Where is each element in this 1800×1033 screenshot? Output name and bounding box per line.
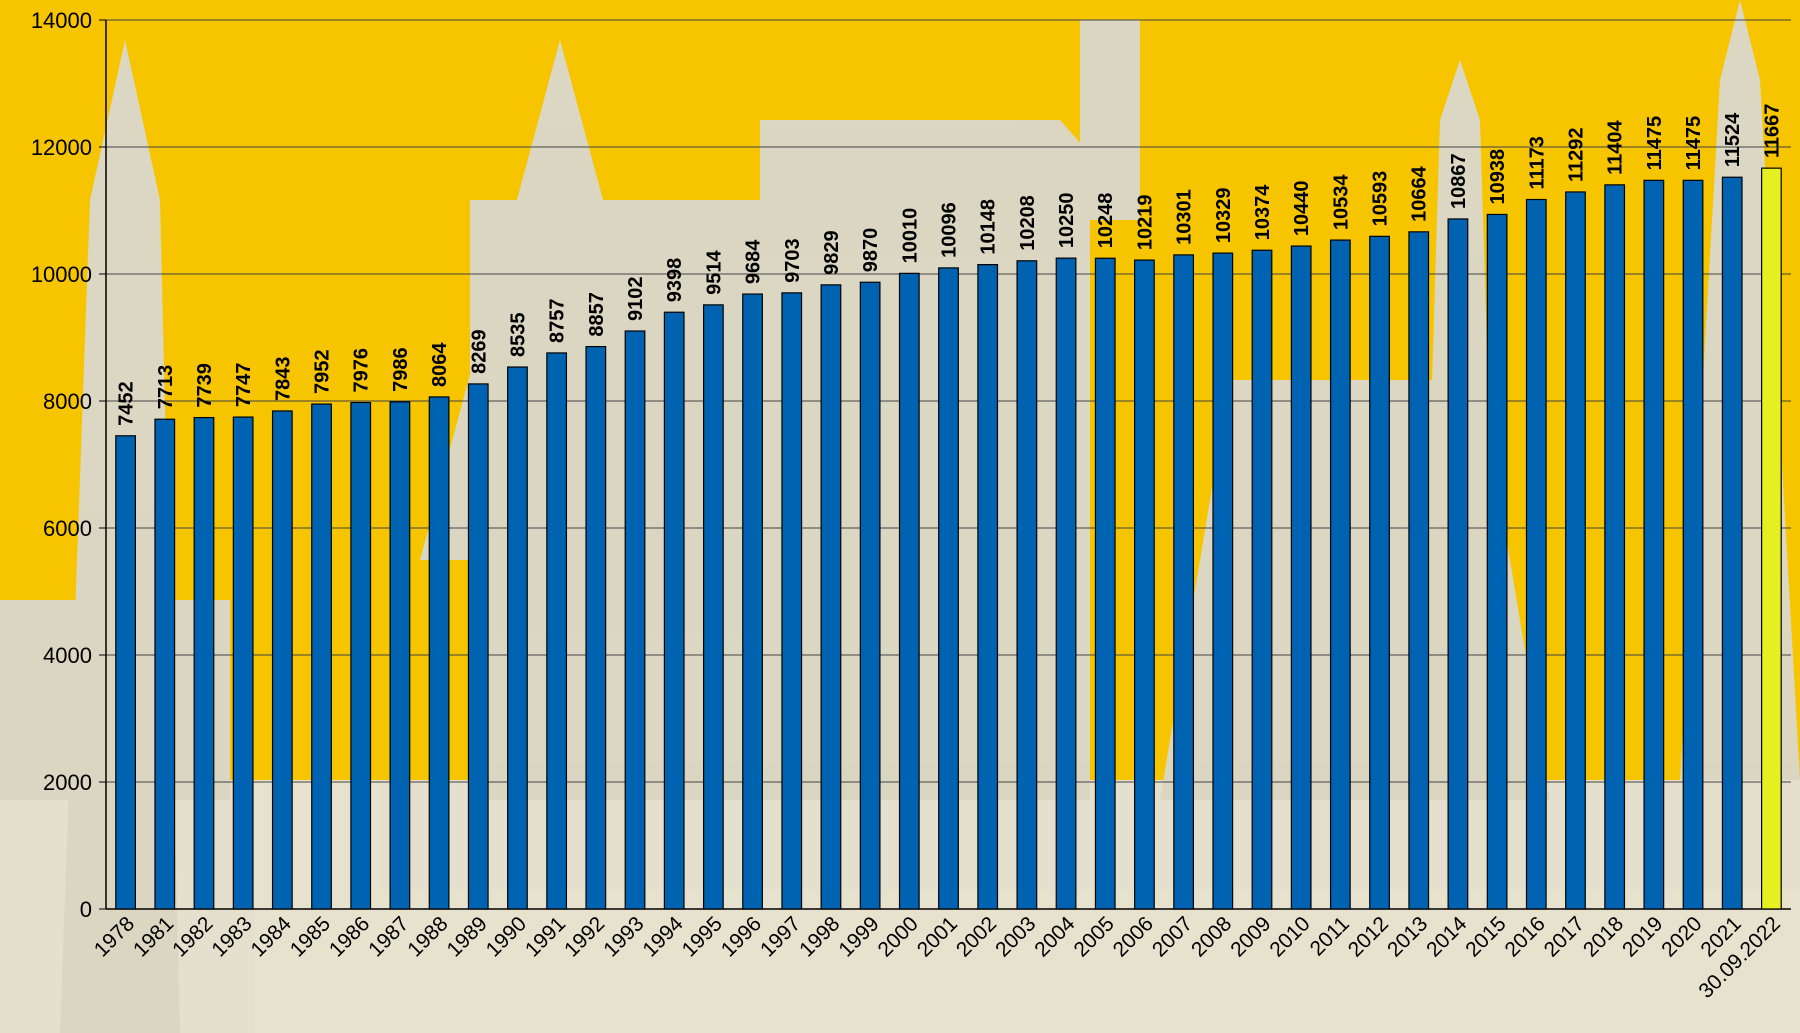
bar — [978, 265, 998, 909]
value-label: 8857 — [586, 292, 608, 337]
value-label: 10208 — [1017, 195, 1039, 251]
value-label: 10010 — [899, 208, 921, 264]
bar — [233, 417, 253, 909]
value-label: 11524 — [1722, 112, 1744, 167]
bar — [1605, 185, 1625, 909]
value-label: 10374 — [1252, 184, 1274, 240]
bar — [1683, 180, 1703, 909]
value-label: 11173 — [1526, 136, 1548, 189]
value-label: 10593 — [1370, 171, 1392, 227]
bar — [116, 436, 136, 909]
value-label: 10867 — [1448, 153, 1470, 209]
chart: 0200040006000800010000120001400019787452… — [0, 0, 1800, 1033]
value-label: 7739 — [194, 363, 216, 408]
y-tick-label: 12000 — [31, 135, 92, 160]
bar — [1095, 258, 1115, 909]
bar — [1448, 219, 1468, 909]
y-tick-label: 8000 — [43, 389, 92, 414]
value-label: 11292 — [1565, 127, 1587, 182]
bar — [1722, 177, 1742, 909]
value-label: 9829 — [821, 230, 843, 275]
value-label: 8757 — [547, 298, 569, 343]
y-tick-label: 2000 — [43, 770, 92, 795]
value-label: 10250 — [1056, 193, 1078, 249]
bar — [939, 268, 959, 909]
bar — [155, 419, 175, 909]
bar — [351, 403, 371, 909]
value-label: 9398 — [664, 258, 686, 303]
value-label: 11475 — [1683, 116, 1705, 171]
y-tick-label: 4000 — [43, 643, 92, 668]
value-label: 9684 — [743, 239, 765, 284]
value-label: 9870 — [860, 228, 882, 273]
value-label: 11667 — [1761, 104, 1783, 159]
bar — [782, 293, 802, 909]
bar — [1056, 258, 1076, 909]
value-label: 10938 — [1487, 149, 1509, 205]
bar — [429, 397, 449, 909]
bar — [468, 384, 488, 909]
bar — [704, 305, 724, 909]
y-tick-label: 14000 — [31, 8, 92, 33]
bar — [1331, 240, 1351, 909]
bar — [1174, 255, 1194, 909]
bar — [664, 312, 684, 909]
value-label: 8535 — [507, 313, 529, 358]
bar — [1566, 192, 1586, 909]
value-label: 7843 — [272, 356, 294, 401]
bar — [1409, 232, 1429, 909]
bar — [1526, 200, 1546, 909]
bar — [586, 347, 606, 909]
bar — [1252, 250, 1272, 909]
value-label: 10301 — [1174, 189, 1196, 245]
bar — [860, 282, 880, 909]
y-tick-label: 6000 — [43, 516, 92, 541]
bar — [1487, 214, 1507, 909]
bar — [743, 294, 763, 909]
value-label: 9703 — [782, 238, 804, 283]
value-label: 8269 — [468, 329, 490, 374]
value-label: 7952 — [312, 350, 334, 395]
value-label: 11404 — [1605, 119, 1627, 174]
bar — [1213, 253, 1233, 909]
bar — [273, 411, 293, 909]
bar — [547, 353, 567, 909]
value-label: 10248 — [1095, 193, 1117, 249]
value-label: 7976 — [351, 348, 373, 393]
bar — [1370, 236, 1390, 909]
value-label: 10664 — [1409, 165, 1431, 221]
y-tick-label: 0 — [80, 897, 92, 922]
value-label: 7452 — [116, 381, 138, 426]
bar — [1762, 168, 1782, 909]
value-label: 7986 — [390, 347, 412, 392]
bar — [194, 418, 214, 909]
value-label: 10096 — [939, 202, 961, 258]
value-label: 10148 — [978, 199, 1000, 255]
value-label: 7747 — [233, 363, 255, 408]
value-label: 10534 — [1330, 174, 1352, 230]
bar — [1135, 260, 1155, 909]
bar — [821, 285, 841, 909]
value-label: 10440 — [1291, 180, 1313, 236]
y-tick-label: 10000 — [31, 262, 92, 287]
bar — [508, 367, 528, 909]
value-label: 9102 — [625, 277, 647, 322]
bar — [1291, 246, 1311, 909]
value-label: 8064 — [429, 342, 451, 387]
value-label: 9514 — [703, 249, 725, 294]
bar — [1644, 180, 1664, 909]
value-label: 10219 — [1134, 194, 1156, 250]
bar — [900, 273, 920, 909]
value-label: 10329 — [1213, 187, 1235, 243]
bar — [1017, 261, 1037, 909]
value-label: 7713 — [155, 365, 177, 410]
bar — [625, 331, 645, 909]
bar — [390, 402, 410, 909]
value-label: 11475 — [1644, 116, 1666, 171]
bar — [312, 404, 332, 909]
